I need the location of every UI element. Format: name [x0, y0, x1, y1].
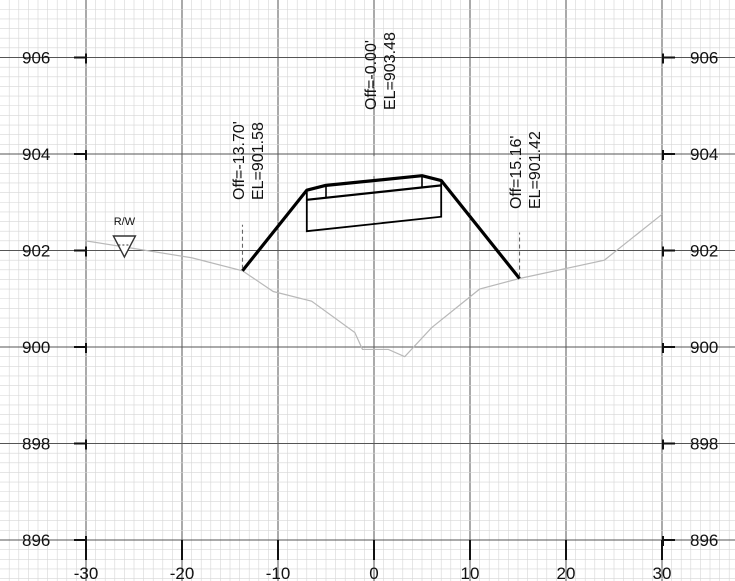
x-tick-label: 0: [369, 564, 378, 581]
proposed-grading-profile: [241, 156, 521, 280]
y-tick-label: 896: [690, 531, 718, 550]
right-of-way-marker: R/W: [112, 216, 137, 259]
y-tick-label: 906: [690, 49, 718, 68]
offset-label-center: Off=-0.00': [363, 40, 380, 110]
x-tick-label: -30: [74, 564, 99, 581]
offset-elevation-annotations: Off=-13.70' EL=901.58 Off=-0.00' EL=903.…: [231, 32, 544, 209]
right-of-way-label: R/W: [114, 216, 136, 228]
axis-ticks: [74, 53, 675, 560]
existing-ground-profile: [85, 213, 663, 358]
y-tick-label: 902: [22, 242, 50, 261]
y-tick-label: 896: [22, 531, 50, 550]
y-tick-label: 904: [22, 145, 50, 164]
elevation-label-center: EL=903.48: [382, 32, 399, 110]
offset-label-left: Off=-13.70': [231, 121, 248, 200]
y-tick-label: 898: [22, 435, 50, 454]
y-tick-label: 902: [690, 242, 718, 261]
y-axis-labels-right: 896 898 900 902 904 906: [690, 49, 718, 551]
x-tick-label: 10: [461, 564, 480, 581]
y-tick-label: 904: [690, 145, 718, 164]
offset-label-right: Off=15.16': [508, 136, 525, 209]
elevation-label-right: EL=901.42: [527, 131, 544, 209]
y-tick-label: 900: [22, 338, 50, 357]
proposed-grading-line: [241, 174, 521, 280]
x-tick-label: 20: [557, 564, 576, 581]
x-axis-labels: -30 -20 -10 0 10 20 30: [74, 564, 672, 581]
elevation-label-left: EL=901.58: [250, 122, 267, 200]
y-tick-label: 906: [22, 49, 50, 68]
existing-ground-line: [85, 213, 663, 358]
y-tick-label: 898: [690, 435, 718, 454]
right-of-way-triangle: [112, 235, 137, 259]
y-tick-label: 900: [690, 338, 718, 357]
x-tick-label: 30: [653, 564, 672, 581]
x-tick-label: -20: [170, 564, 195, 581]
pavement-base-line: [306, 184, 442, 201]
pavement-section-outline: [305, 180, 443, 233]
x-tick-label: -10: [266, 564, 291, 581]
y-axis-labels-left: 896 898 900 902 904 906: [22, 49, 50, 551]
